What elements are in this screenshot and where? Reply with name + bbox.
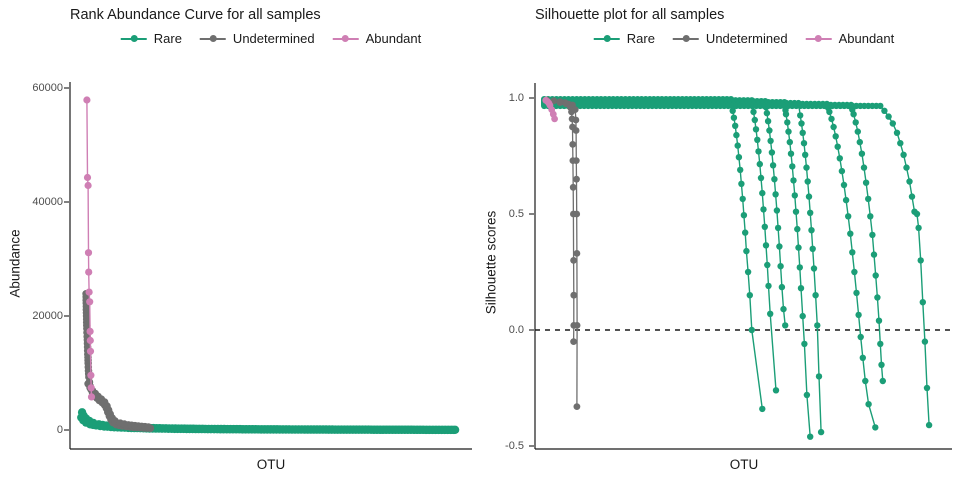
line-dot-marker-icon [593,32,620,45]
line-dot-marker-icon [199,32,226,45]
legend-label: Undetermined [705,31,788,46]
y-tick-label: 1.0 [508,92,524,104]
legend-item-abundant: Abundant [332,31,422,46]
legend-item-abundant: Abundant [805,31,895,46]
series-undetermined-drop-2 [556,99,581,410]
y-tick-label: 0.0 [508,324,524,336]
y-tick-label: 20000 [32,310,63,322]
legend-item-rare: Rare [120,31,182,46]
rank-abundance-legend: Rare Undetermined Abundant [120,31,422,46]
series-undetermined-curve-1 [82,290,155,433]
series-undetermined-drop-1 [543,96,578,345]
line-dot-marker-icon [120,32,147,45]
rank_abundance-panel [77,96,460,435]
legend-label: Rare [153,31,182,46]
legend-label: Rare [626,31,655,46]
rank-abundance-y-axis-title: Abundance [7,229,23,298]
y-tick-label: 40000 [32,196,63,208]
rank_abundance-axes [64,82,472,450]
legend-item-undetermined: Undetermined [672,31,788,46]
silhouette-axes [529,83,952,450]
series-abundant-cluster [542,96,558,123]
legend-item-undetermined: Undetermined [199,31,315,46]
legend-label: Abundant [838,31,895,46]
silhouette-title: Silhouette plot for all samples [535,7,725,23]
y-tick-label: -0.5 [505,440,524,452]
y-tick-label: 0 [56,424,63,436]
line-dot-marker-icon [332,32,359,45]
series-sample-curve-8 [541,102,933,429]
silhouette-y-axis-title: Silhouette scores [483,210,499,315]
silhouette-panel [535,96,952,440]
series-abundant-curve [83,96,96,401]
series-sample-curve-7 [541,101,886,385]
line-dot-marker-icon [672,32,699,45]
legend-item-rare: Rare [593,31,655,46]
rank-abundance-x-axis-title: OTU [256,457,286,472]
silhouette-legend: Rare Undetermined Abundant [593,31,895,46]
rank-abundance-title: Rank Abundance Curve for all samples [70,7,321,23]
legend-label: Undetermined [232,31,315,46]
y-tick-label: 60000 [32,82,63,94]
legend-label: Abundant [365,31,422,46]
y-tick-label: 0.5 [508,208,524,220]
line-dot-marker-icon [805,32,832,45]
silhouette-x-axis-title: OTU [729,457,759,472]
series-sample-curve-6 [541,100,879,431]
